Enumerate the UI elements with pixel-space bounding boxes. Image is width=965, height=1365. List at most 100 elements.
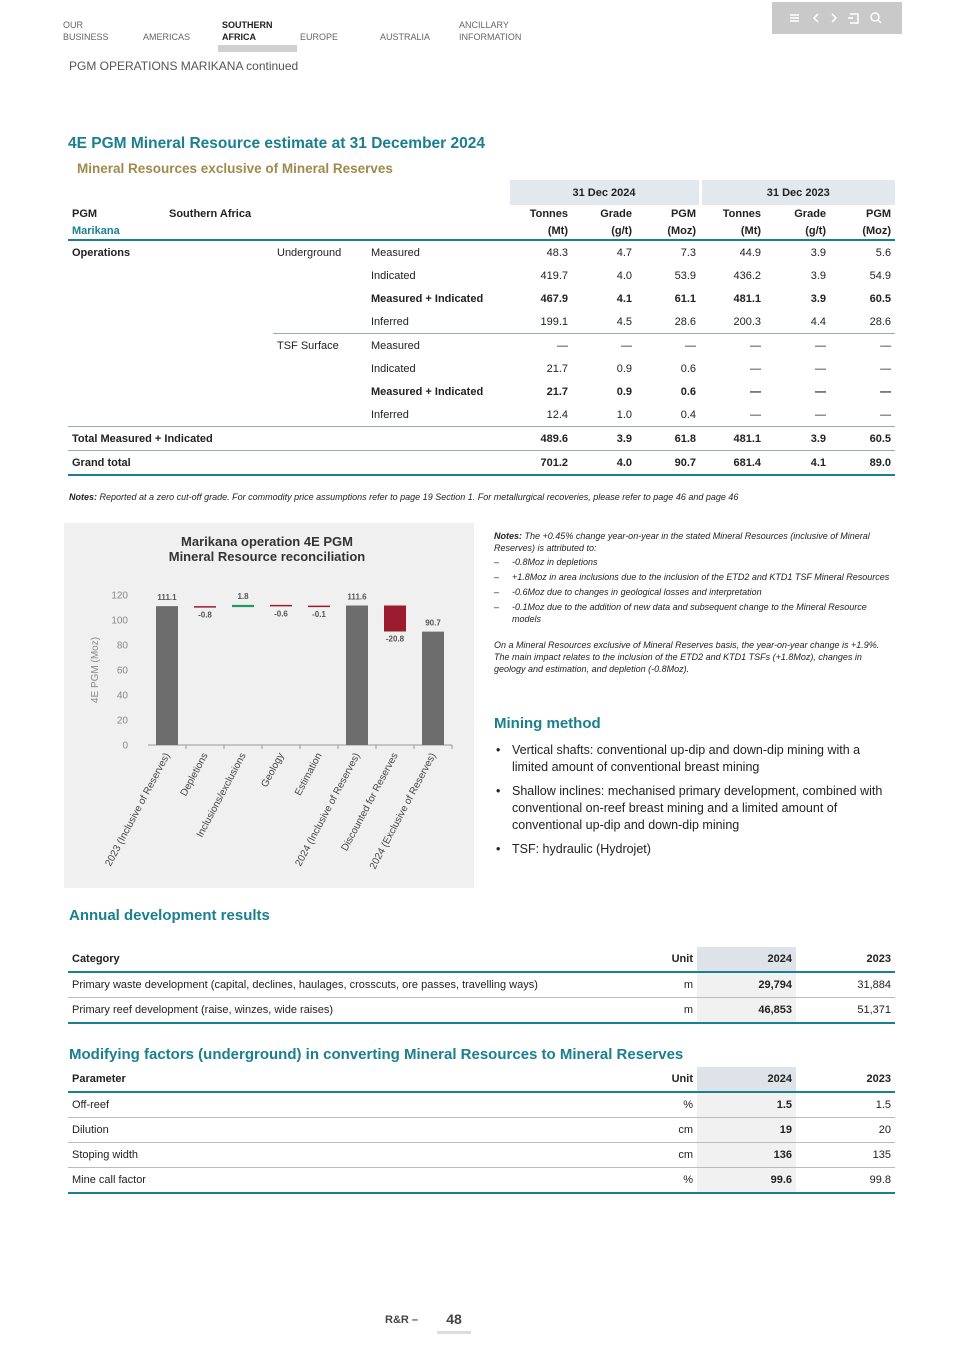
- table-cell: —: [880, 339, 892, 352]
- table-cell: 12.4: [508, 403, 572, 427]
- table-cell: 99.6: [697, 1167, 796, 1194]
- table-cell: 20: [796, 1117, 895, 1143]
- empty-cell: [165, 334, 273, 358]
- empty-cell: [165, 450, 273, 476]
- chart-title: Mineral Resource reconciliation: [169, 549, 366, 564]
- table-cell: 51,371: [796, 997, 895, 1024]
- home-icon[interactable]: [848, 13, 859, 24]
- empty-cell: [367, 450, 508, 476]
- table-cell: 136: [697, 1142, 796, 1168]
- table-row: PGM Southern Africa Tonnes Grade PGM Tonnes Gr…: [68, 205, 895, 223]
- table-cell: Tonnes: [722, 208, 762, 220]
- y-axis-label: 4E PGM (Moz): [90, 637, 101, 703]
- table-cell: 29,794: [697, 972, 796, 998]
- data-label: 1.8: [237, 592, 249, 601]
- search-icon[interactable]: [870, 12, 880, 22]
- table-cell: —: [815, 362, 827, 375]
- table-cell: 4.1: [616, 292, 632, 305]
- table-cell: 489.6: [508, 426, 572, 451]
- nav-item[interactable]: ANCILLARY INFORMATION: [459, 19, 521, 43]
- table-cell: 0.6: [680, 385, 697, 398]
- table-cell: 60.5: [830, 426, 896, 451]
- empty-cell: [367, 205, 508, 223]
- table-row: Operations Underground Measured 48.3 4.7 7.3 4…: [68, 240, 895, 264]
- nav-item[interactable]: AMERICAS: [143, 31, 190, 43]
- table-cell: —: [685, 339, 697, 352]
- empty-cell: [273, 287, 367, 310]
- nav-item[interactable]: EUROPE: [300, 31, 338, 43]
- bar: [346, 605, 368, 745]
- bullet-item: Shallow inclines: mechanised primary dev…: [494, 783, 894, 834]
- prev-icon[interactable]: [812, 13, 819, 23]
- nav-line: AFRICA: [222, 32, 256, 42]
- data-label: -0.1: [312, 610, 326, 619]
- table-cell: (Moz): [636, 223, 701, 241]
- nav-item[interactable]: OUR BUSINESS: [63, 19, 109, 43]
- table-cell: m: [637, 972, 697, 998]
- table-cell: Dilution: [68, 1117, 637, 1143]
- bar: [308, 605, 330, 608]
- nav-line: SOUTHERN: [222, 20, 273, 30]
- table-cell: 701.2: [508, 450, 572, 476]
- table-cell: m: [637, 997, 697, 1024]
- toolbar[interactable]: [772, 2, 902, 34]
- empty-cell: [165, 264, 273, 287]
- header-cell: 2023: [796, 1067, 895, 1093]
- nav-item[interactable]: SOUTHERN AFRICA: [222, 19, 273, 43]
- group-header: 31 Dec 2024: [506, 180, 701, 205]
- y-tick-label: 100: [111, 616, 128, 627]
- table-cell: 1.5: [796, 1092, 895, 1118]
- table-cell: —: [750, 339, 762, 352]
- table-cell: 54.9: [869, 269, 892, 282]
- table-cell: PGM: [670, 208, 697, 220]
- table-cell: 0.4: [636, 403, 701, 427]
- nav-item[interactable]: AUSTRALIA: [380, 31, 430, 43]
- table-cell: 46,853: [697, 997, 796, 1024]
- bar: [232, 604, 254, 608]
- next-icon[interactable]: [831, 13, 838, 23]
- menu-icon[interactable]: [790, 14, 799, 22]
- empty-cell: [68, 403, 165, 427]
- table-cell: Southern Africa: [169, 208, 252, 220]
- table-row: Grand total 701.2 4.0 90.7 681.4 4.1 89.0: [68, 450, 896, 476]
- table-row: Measured + Indicated 21.7 0.9 0.6 — — —: [68, 380, 895, 403]
- table-cell: Mine call factor: [68, 1167, 637, 1194]
- table-row: Indicated 419.7 4.0 53.9 436.2 3.9 54.9: [68, 264, 895, 287]
- notes-intro: Notes: The +0.45% change year-on-year in…: [494, 530, 892, 554]
- group-header: 31 Dec 2023: [698, 180, 896, 205]
- notes-text: The +0.45% change year-on-year in the st…: [494, 531, 870, 553]
- table-cell: 3.9: [765, 426, 831, 451]
- nav-line: ANCILLARY: [459, 20, 509, 30]
- y-tick-label: 60: [117, 666, 129, 677]
- empty-cell: [165, 426, 273, 451]
- empty-cell: [367, 223, 508, 241]
- empty-cell: [68, 310, 165, 334]
- table-cell: (g/t): [765, 223, 831, 241]
- table-cell: 4.0: [616, 269, 632, 282]
- y-tick-label: 0: [122, 741, 128, 752]
- empty-cell: [165, 287, 273, 310]
- empty-cell: [273, 357, 367, 380]
- table-cell: 135: [796, 1142, 895, 1168]
- data-label: 90.7: [425, 619, 441, 628]
- table-cell: Measured + Indicated: [371, 385, 484, 398]
- table-cell: Underground: [277, 246, 342, 259]
- table-row: Dilution cm 19 20: [68, 1117, 895, 1143]
- table-cell: (Moz): [830, 223, 896, 241]
- table-cell: —: [621, 339, 632, 352]
- table-cell: 467.9: [540, 292, 568, 305]
- table-cell: 1.5: [697, 1092, 796, 1118]
- table-cell: 4.7: [616, 246, 632, 259]
- table-cell: —: [830, 403, 896, 427]
- table-cell: cm: [637, 1117, 697, 1143]
- table-cell: 60.5: [869, 292, 892, 305]
- table-cell: 90.7: [636, 450, 701, 476]
- table-cell: 44.9: [739, 246, 762, 259]
- table-cell: PGM: [866, 208, 892, 220]
- table-row: Measured + Indicated 467.9 4.1 61.1 481.1 3.9…: [68, 287, 895, 310]
- header-row: Parameter Unit 2024 2023: [68, 1067, 895, 1093]
- empty-cell: [273, 205, 367, 223]
- modifying-table: Parameter Unit 2024 2023 Off-reef% 1.5 1.5 Dilu…: [68, 1067, 895, 1194]
- table-cell: —: [815, 385, 827, 398]
- table-cell: (Mt): [508, 223, 572, 241]
